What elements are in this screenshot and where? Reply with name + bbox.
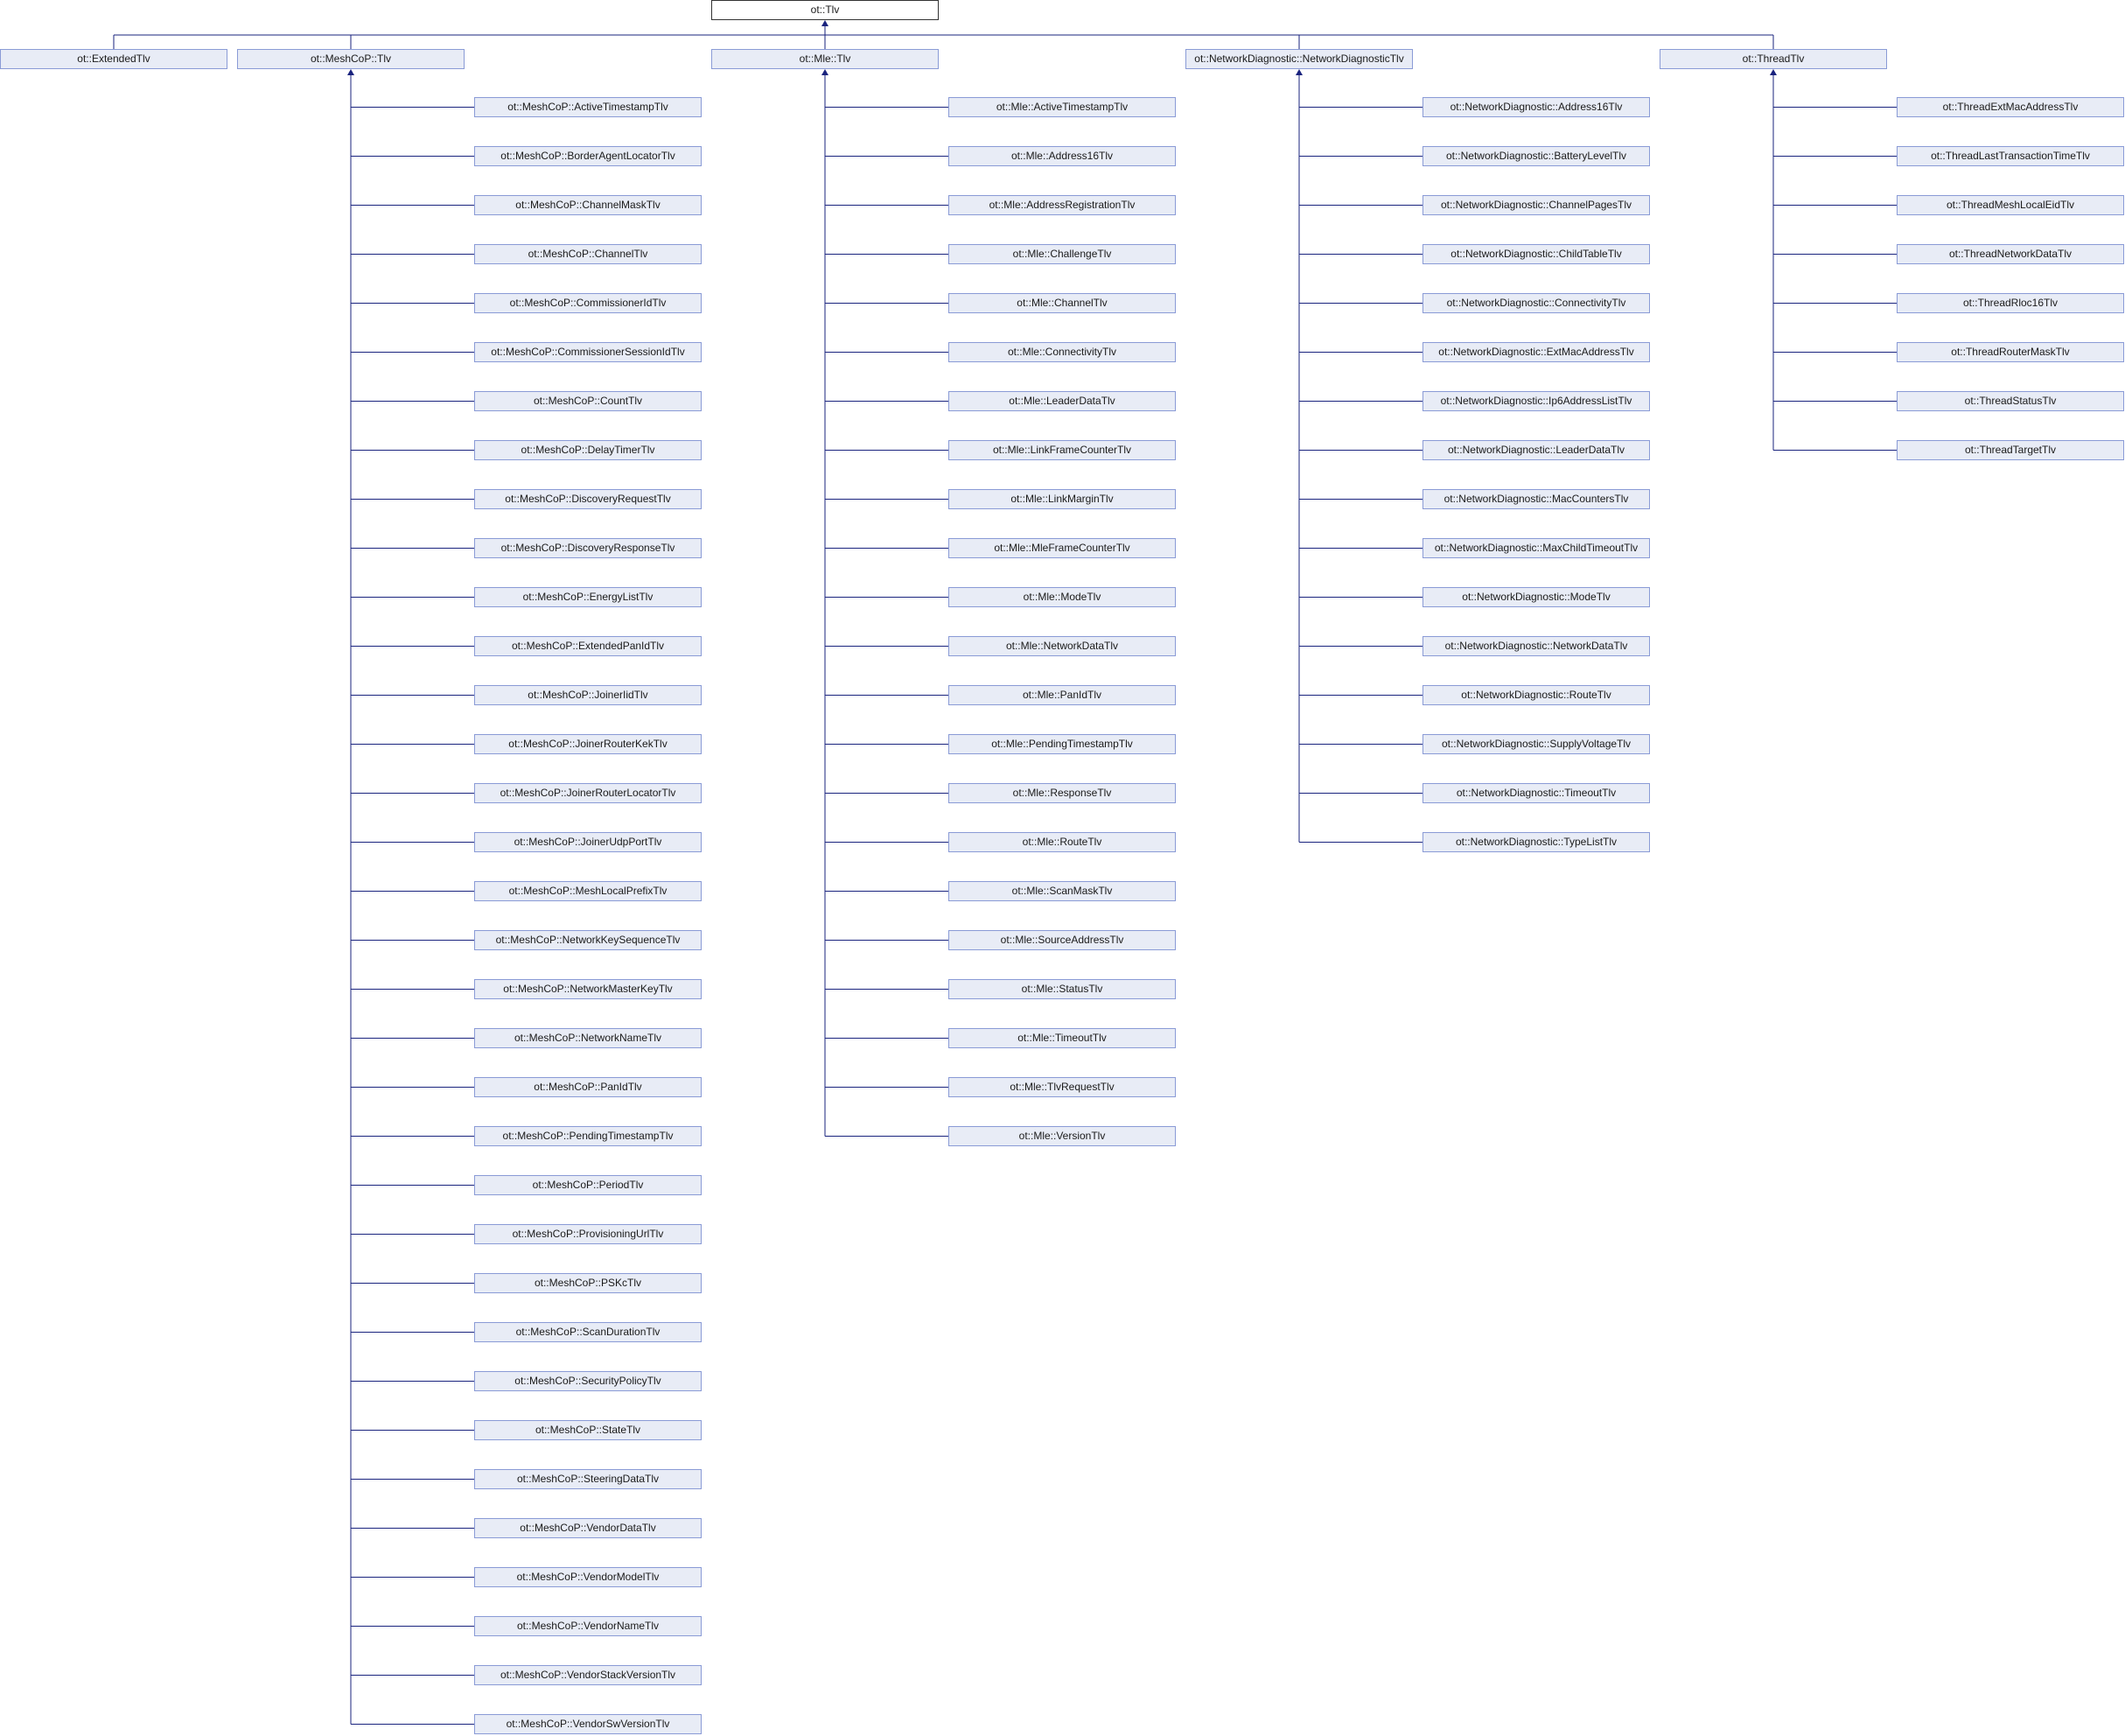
class-node-ot-mle-scanmasktlv[interactable]: ot::Mle::ScanMaskTlv [948,881,1176,901]
class-node-ot-meshcop-joinerudpporttlv[interactable]: ot::MeshCoP::JoinerUdpPortTlv [474,832,702,852]
class-node-ot-meshcop-networkkeysequencetlv[interactable]: ot::MeshCoP::NetworkKeySequenceTlv [474,930,702,950]
class-node-ot-threadlasttransactiontimetlv[interactable]: ot::ThreadLastTransactionTimeTlv [1897,146,2124,166]
class-node-ot-threadroutermasktlv[interactable]: ot::ThreadRouterMaskTlv [1897,342,2124,362]
class-node-ot-mle-linkframecountertlv[interactable]: ot::Mle::LinkFrameCounterTlv [948,440,1176,460]
class-node-ot-mle-timeouttlv[interactable]: ot::Mle::TimeoutTlv [948,1028,1176,1048]
class-node-ot-networkdiagnostic-typelisttlv[interactable]: ot::NetworkDiagnostic::TypeListTlv [1422,832,1650,852]
class-node-ot-mle-panidtlv[interactable]: ot::Mle::PanIdTlv [948,685,1176,705]
inheritance-arrow-ot-mle-tlv [821,69,828,75]
class-node-ot-meshcop-vendordatatlv[interactable]: ot::MeshCoP::VendorDataTlv [474,1518,702,1538]
class-node-ot-meshcop-joineriidtlv[interactable]: ot::MeshCoP::JoinerIidTlv [474,685,702,705]
class-node-ot-mle-versiontlv[interactable]: ot::Mle::VersionTlv [948,1126,1176,1146]
class-node-ot-mle-tlvrequesttlv[interactable]: ot::Mle::TlvRequestTlv [948,1077,1176,1097]
class-node-ot-mle-statustlv[interactable]: ot::Mle::StatusTlv [948,979,1176,999]
class-node-ot-meshcop-vendorswversiontlv[interactable]: ot::MeshCoP::VendorSwVersionTlv [474,1714,702,1734]
class-node-ot-meshcop-extendedpanidtlv[interactable]: ot::MeshCoP::ExtendedPanIdTlv [474,636,702,656]
class-node-ot-meshcop-pskctlv[interactable]: ot::MeshCoP::PSKcTlv [474,1273,702,1293]
class-node-ot-meshcop-borderagentlocatortlv[interactable]: ot::MeshCoP::BorderAgentLocatorTlv [474,146,702,166]
class-node-ot-networkdiagnostic-address16tlv[interactable]: ot::NetworkDiagnostic::Address16Tlv [1422,97,1650,117]
class-node-ot-meshcop-securitypolicytlv[interactable]: ot::MeshCoP::SecurityPolicyTlv [474,1371,702,1391]
class-node-ot-mle-addressregistrationtlv[interactable]: ot::Mle::AddressRegistrationTlv [948,195,1176,215]
class-node-ot-meshcop-vendorstackversiontlv[interactable]: ot::MeshCoP::VendorStackVersionTlv [474,1665,702,1685]
class-node-ot-mle-pendingtimestamptlv[interactable]: ot::Mle::PendingTimestampTlv [948,734,1176,754]
class-node-ot-mle-connectivitytlv[interactable]: ot::Mle::ConnectivityTlv [948,342,1176,362]
class-node-ot-meshcop-commissioneridtlv[interactable]: ot::MeshCoP::CommissionerIdTlv [474,293,702,313]
class-node-ot-mle-address16tlv[interactable]: ot::Mle::Address16Tlv [948,146,1176,166]
class-node-ot-meshcop-vendormodeltlv[interactable]: ot::MeshCoP::VendorModelTlv [474,1567,702,1587]
class-node-ot-networkdiagnostic-maccounterstlv[interactable]: ot::NetworkDiagnostic::MacCountersTlv [1422,489,1650,509]
class-node-ot-meshcop-pendingtimestamptlv[interactable]: ot::MeshCoP::PendingTimestampTlv [474,1126,702,1146]
class-node-ot-mle-channeltlv[interactable]: ot::Mle::ChannelTlv [948,293,1176,313]
inheritance-arrow-ot-threadtlv [1770,69,1777,75]
class-node-ot-meshcop-networknametlv[interactable]: ot::MeshCoP::NetworkNameTlv [474,1028,702,1048]
class-node-ot-meshcop-discoveryresponsetlv[interactable]: ot::MeshCoP::DiscoveryResponseTlv [474,538,702,558]
class-node-ot-mle-routetlv[interactable]: ot::Mle::RouteTlv [948,832,1176,852]
class-node-ot-meshcop-periodtlv[interactable]: ot::MeshCoP::PeriodTlv [474,1175,702,1195]
class-node-ot-meshcop-joinerrouterlocatortlv[interactable]: ot::MeshCoP::JoinerRouterLocatorTlv [474,783,702,803]
class-node-ot-meshcop-steeringdatatlv[interactable]: ot::MeshCoP::SteeringDataTlv [474,1469,702,1489]
class-node-ot-threadextmacaddresstlv[interactable]: ot::ThreadExtMacAddressTlv [1897,97,2124,117]
inheritance-arrow-ot-meshcop-tlv [347,69,354,75]
class-node-ot-tlv[interactable]: ot::Tlv [711,0,939,20]
class-node-ot-networkdiagnostic-leaderdatatlv[interactable]: ot::NetworkDiagnostic::LeaderDataTlv [1422,440,1650,460]
class-node-ot-mle-networkdatatlv[interactable]: ot::Mle::NetworkDataTlv [948,636,1176,656]
class-node-ot-meshcop-vendornametlv[interactable]: ot::MeshCoP::VendorNameTlv [474,1616,702,1636]
class-node-ot-threadmeshlocaleidtlv[interactable]: ot::ThreadMeshLocalEidTlv [1897,195,2124,215]
class-node-ot-mle-tlv[interactable]: ot::Mle::Tlv [711,49,939,69]
class-node-ot-meshcop-meshlocalprefixtlv[interactable]: ot::MeshCoP::MeshLocalPrefixTlv [474,881,702,901]
class-node-ot-mle-linkmargintlv[interactable]: ot::Mle::LinkMarginTlv [948,489,1176,509]
class-node-ot-meshcop-discoveryrequesttlv[interactable]: ot::MeshCoP::DiscoveryRequestTlv [474,489,702,509]
class-node-ot-meshcop-counttlv[interactable]: ot::MeshCoP::CountTlv [474,391,702,411]
class-node-ot-networkdiagnostic-ip6addresslisttlv[interactable]: ot::NetworkDiagnostic::Ip6AddressListTlv [1422,391,1650,411]
inheritance-arrow-ot-networkdiagnostic-networkdiagnostictlv [1296,69,1303,75]
root-inheritance-arrow [821,20,828,26]
class-node-ot-threadnetworkdatatlv[interactable]: ot::ThreadNetworkDataTlv [1897,244,2124,264]
class-node-ot-meshcop-statetlv[interactable]: ot::MeshCoP::StateTlv [474,1420,702,1440]
class-node-ot-mle-mleframecountertlv[interactable]: ot::Mle::MleFrameCounterTlv [948,538,1176,558]
class-node-ot-networkdiagnostic-supplyvoltagetlv[interactable]: ot::NetworkDiagnostic::SupplyVoltageTlv [1422,734,1650,754]
class-node-ot-mle-sourceaddresstlv[interactable]: ot::Mle::SourceAddressTlv [948,930,1176,950]
class-node-ot-networkdiagnostic-networkdiagnostictlv[interactable]: ot::NetworkDiagnostic::NetworkDiagnostic… [1185,49,1413,69]
class-node-ot-threadstatustlv[interactable]: ot::ThreadStatusTlv [1897,391,2124,411]
class-node-ot-meshcop-commissionersessionidtlv[interactable]: ot::MeshCoP::CommissionerSessionIdTlv [474,342,702,362]
class-node-ot-networkdiagnostic-extmacaddresstlv[interactable]: ot::NetworkDiagnostic::ExtMacAddressTlv [1422,342,1650,362]
class-node-ot-meshcop-delaytimertlv[interactable]: ot::MeshCoP::DelayTimerTlv [474,440,702,460]
class-node-ot-meshcop-panidtlv[interactable]: ot::MeshCoP::PanIdTlv [474,1077,702,1097]
class-node-ot-meshcop-channeltlv[interactable]: ot::MeshCoP::ChannelTlv [474,244,702,264]
class-node-ot-meshcop-activetimestamptlv[interactable]: ot::MeshCoP::ActiveTimestampTlv [474,97,702,117]
class-node-ot-networkdiagnostic-timeouttlv[interactable]: ot::NetworkDiagnostic::TimeoutTlv [1422,783,1650,803]
class-node-ot-meshcop-tlv[interactable]: ot::MeshCoP::Tlv [237,49,465,69]
class-node-ot-meshcop-energylisttlv[interactable]: ot::MeshCoP::EnergyListTlv [474,587,702,607]
class-node-ot-networkdiagnostic-maxchildtimeouttlv[interactable]: ot::NetworkDiagnostic::MaxChildTimeoutTl… [1422,538,1650,558]
class-node-ot-threadrloc16tlv[interactable]: ot::ThreadRloc16Tlv [1897,293,2124,313]
class-node-ot-threadtargettlv[interactable]: ot::ThreadTargetTlv [1897,440,2124,460]
class-node-ot-networkdiagnostic-routetlv[interactable]: ot::NetworkDiagnostic::RouteTlv [1422,685,1650,705]
class-node-ot-meshcop-joinerrouterkektlv[interactable]: ot::MeshCoP::JoinerRouterKekTlv [474,734,702,754]
class-node-ot-meshcop-scandurationtlv[interactable]: ot::MeshCoP::ScanDurationTlv [474,1322,702,1342]
class-node-ot-threadtlv[interactable]: ot::ThreadTlv [1660,49,1887,69]
class-node-ot-mle-leaderdatatlv[interactable]: ot::Mle::LeaderDataTlv [948,391,1176,411]
class-node-ot-extendedtlv[interactable]: ot::ExtendedTlv [0,49,227,69]
class-node-ot-meshcop-provisioningurltlv[interactable]: ot::MeshCoP::ProvisioningUrlTlv [474,1224,702,1244]
class-node-ot-mle-modetlv[interactable]: ot::Mle::ModeTlv [948,587,1176,607]
class-node-ot-mle-challengetlv[interactable]: ot::Mle::ChallengeTlv [948,244,1176,264]
class-node-ot-meshcop-networkmasterkeytlv[interactable]: ot::MeshCoP::NetworkMasterKeyTlv [474,979,702,999]
class-node-ot-networkdiagnostic-channelpagestlv[interactable]: ot::NetworkDiagnostic::ChannelPagesTlv [1422,195,1650,215]
class-node-ot-mle-responsetlv[interactable]: ot::Mle::ResponseTlv [948,783,1176,803]
class-node-ot-meshcop-channelmasktlv[interactable]: ot::MeshCoP::ChannelMaskTlv [474,195,702,215]
class-node-ot-networkdiagnostic-batteryleveltlv[interactable]: ot::NetworkDiagnostic::BatteryLevelTlv [1422,146,1650,166]
class-node-ot-networkdiagnostic-networkdatatlv[interactable]: ot::NetworkDiagnostic::NetworkDataTlv [1422,636,1650,656]
class-node-ot-mle-activetimestamptlv[interactable]: ot::Mle::ActiveTimestampTlv [948,97,1176,117]
class-node-ot-networkdiagnostic-modetlv[interactable]: ot::NetworkDiagnostic::ModeTlv [1422,587,1650,607]
class-node-ot-networkdiagnostic-connectivitytlv[interactable]: ot::NetworkDiagnostic::ConnectivityTlv [1422,293,1650,313]
class-node-ot-networkdiagnostic-childtabletlv[interactable]: ot::NetworkDiagnostic::ChildTableTlv [1422,244,1650,264]
